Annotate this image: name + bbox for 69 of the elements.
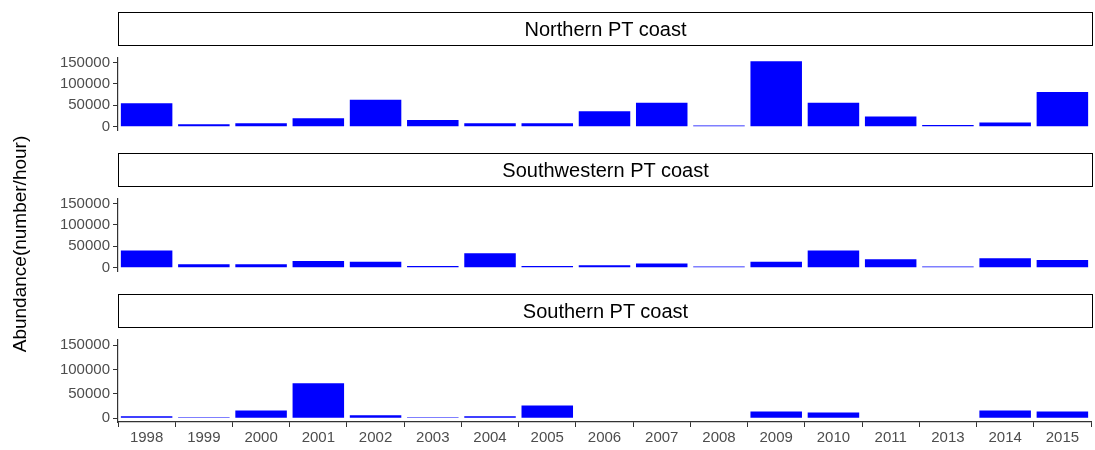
bar [292, 118, 345, 127]
bar [979, 410, 1031, 418]
bar [635, 102, 688, 127]
y-axis-title: Abundance(number/hour) [8, 135, 31, 352]
x-tick-label: 2005 [530, 428, 564, 446]
bar [120, 103, 173, 127]
bar [635, 263, 688, 268]
bar [864, 116, 917, 127]
bar [292, 383, 345, 418]
bar [235, 264, 287, 268]
y-tick-label: 0 [101, 116, 110, 134]
x-tick-label: 2008 [702, 428, 736, 446]
bar [464, 123, 516, 127]
bar [349, 415, 402, 418]
x-tick-label: 2003 [416, 428, 450, 446]
y-tick-label: 150000 [59, 335, 110, 353]
bar [864, 259, 917, 268]
bar [120, 250, 173, 268]
bar [1036, 92, 1089, 127]
bar [979, 122, 1031, 127]
bar [464, 253, 516, 268]
bar [750, 61, 802, 127]
chart-title: Northern PT coast [118, 12, 1093, 46]
bar [292, 260, 345, 268]
y-tick-label: 50000 [68, 236, 110, 254]
x-tick-label: 2002 [358, 428, 393, 446]
bar [235, 123, 287, 127]
x-tick-label: 2015 [1045, 428, 1080, 446]
bar [349, 99, 402, 127]
bar [521, 123, 574, 127]
bar [1036, 411, 1089, 418]
chart-title: Southwestern PT coast [118, 153, 1093, 187]
bar [407, 119, 459, 127]
bar [1036, 260, 1089, 268]
x-tick-label: 2009 [759, 428, 793, 446]
bar [807, 102, 860, 127]
x-tick-label: 2011 [874, 428, 907, 446]
bar [979, 258, 1031, 268]
x-tick-label: 2007 [645, 428, 679, 446]
bar [178, 124, 230, 127]
x-tick-label: 2001 [301, 428, 336, 446]
y-tick-label: 100000 [59, 359, 110, 377]
chart-title: Southern PT coast [118, 294, 1093, 328]
y-tick-label: 50000 [68, 95, 110, 113]
y-tick-label: 0 [101, 257, 110, 275]
bar [349, 261, 402, 268]
y-tick-label: 100000 [59, 215, 110, 233]
x-tick-label: 1998 [129, 428, 164, 446]
bar [807, 412, 860, 418]
y-tick-label: 100000 [59, 74, 110, 92]
bar [521, 405, 574, 418]
bar [578, 265, 631, 268]
x-tick-label: 2000 [244, 428, 278, 446]
y-tick-label: 0 [101, 408, 110, 426]
bar [750, 411, 802, 418]
x-tick-label: 2014 [988, 428, 1022, 446]
x-tick-label: 2010 [816, 428, 851, 446]
bar [235, 410, 287, 418]
bar [578, 111, 631, 127]
x-tick-label: 2013 [931, 428, 965, 446]
x-tick-label: 1999 [187, 428, 221, 446]
y-tick-label: 150000 [59, 52, 110, 70]
y-tick-label: 50000 [68, 384, 110, 402]
y-tick-label: 150000 [59, 193, 110, 211]
x-tick-label: 2004 [473, 428, 507, 446]
bar [750, 261, 802, 268]
bar [178, 264, 230, 268]
bar [807, 250, 860, 268]
x-tick-label: 2006 [587, 428, 622, 446]
